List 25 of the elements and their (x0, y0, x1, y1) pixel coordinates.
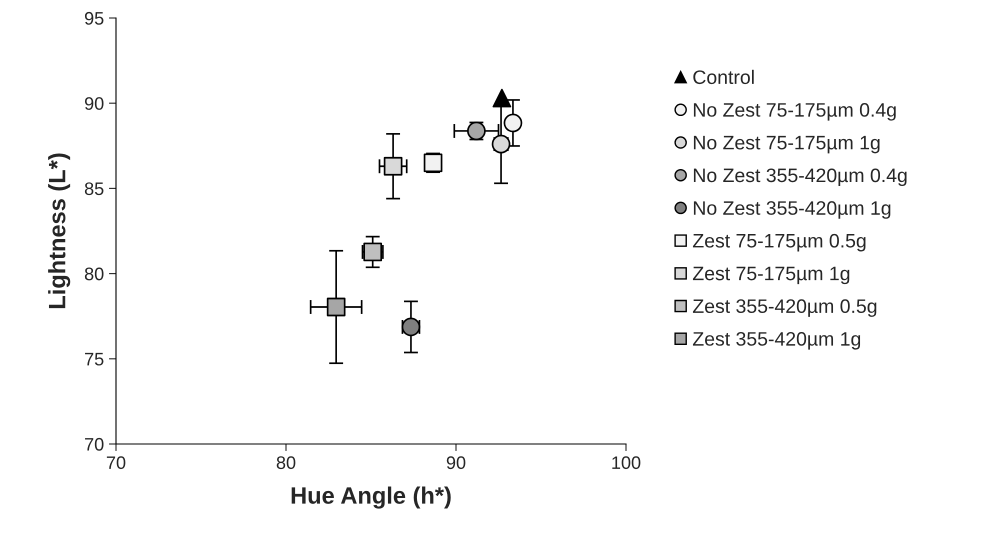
legend-label: Zest 75-175µm 0.5g (692, 234, 866, 252)
point (326, 298, 346, 316)
point (492, 88, 512, 108)
legend-label: No Zest 355-420µm 0.4g (694, 168, 907, 186)
legend-label: No Zest 355-420µm 1g (694, 201, 890, 219)
y-tick-label: 70 (85, 438, 104, 451)
y-tick-label: 80 (84, 268, 104, 280)
legend-label: Zest 75-175µm 1g (692, 266, 850, 284)
y-axis-title: Lightness (L*) (48, 153, 70, 308)
legend-label: No Zest 75-175µm 0.4g (694, 103, 896, 121)
y-tick-label: 85 (84, 182, 104, 196)
legend-label: Control (693, 70, 754, 84)
point (384, 156, 402, 176)
x-tick-label: 70 (106, 456, 126, 470)
x-axis-title: Hue Angle (h*) (292, 486, 451, 509)
legend-label: Zest 355-420µm 0.5g (692, 299, 876, 317)
x-tick-label: 90 (446, 456, 466, 470)
legend-label: No Zest 75-175µm 1g (694, 136, 880, 154)
y-tick-label: 75 (85, 352, 104, 366)
x-tick-label: 100 (612, 456, 640, 470)
legend-label: Zest 355-420µm 1g (692, 332, 860, 350)
y-tick-label: 95 (84, 12, 104, 25)
x-tick-label: 80 (276, 456, 296, 470)
point (504, 114, 522, 132)
y-tick-label: 90 (84, 97, 104, 110)
